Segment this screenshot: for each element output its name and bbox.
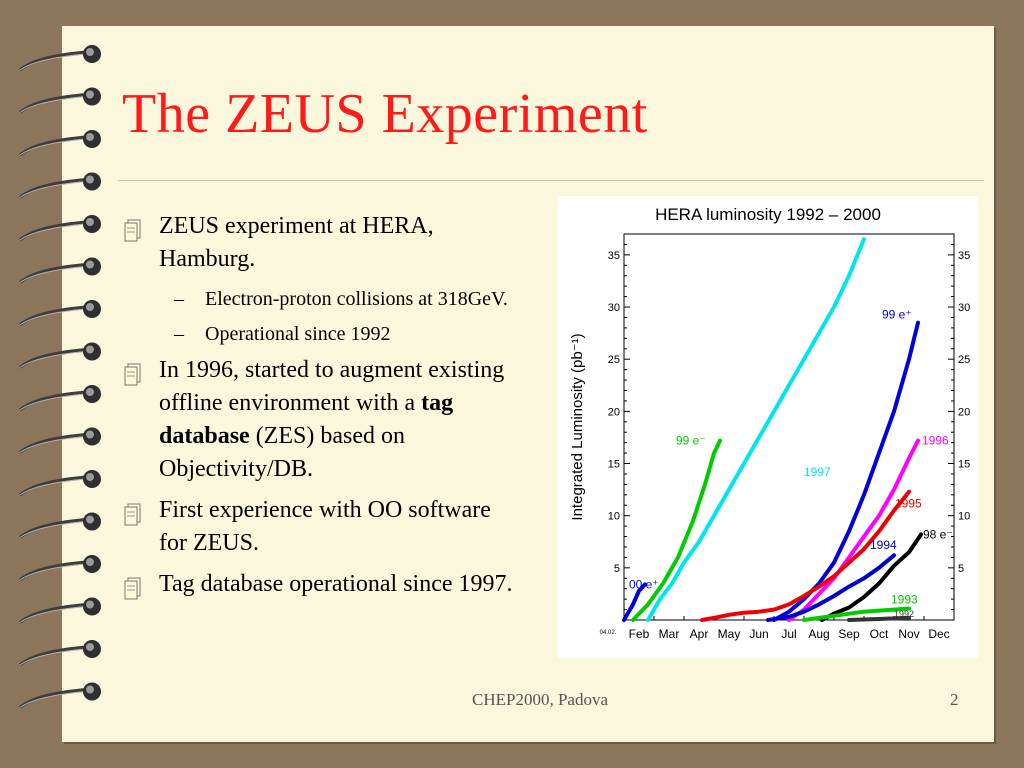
y-tick-label-right: 25 bbox=[958, 354, 970, 366]
y-tick-label-left: 30 bbox=[608, 302, 620, 314]
dash-marker: – bbox=[174, 288, 184, 310]
x-tick-label: Nov bbox=[898, 627, 919, 641]
series-label: 1994 bbox=[870, 538, 897, 552]
bullet-text-bold: tag database bbox=[159, 390, 454, 449]
binding-ring bbox=[19, 342, 101, 369]
y-axis-label: Integrated Luminosity (pb⁻¹) bbox=[569, 333, 586, 520]
y-tick-label-left: 5 bbox=[614, 563, 620, 575]
bullet-icon bbox=[124, 219, 141, 242]
y-tick-label-left: 15 bbox=[608, 459, 620, 471]
binding-ring bbox=[19, 470, 101, 497]
series-line bbox=[622, 582, 647, 622]
binding-ring bbox=[19, 87, 101, 114]
bullet-tag-database: In 1996, started to augment existing off… bbox=[122, 354, 522, 486]
x-tick-label: Oct bbox=[870, 627, 889, 641]
bullet-text: Tag database operational since 1997. bbox=[159, 571, 513, 597]
binding-ring bbox=[19, 555, 101, 582]
binding-ring bbox=[19, 172, 101, 199]
series-line bbox=[787, 438, 920, 622]
corner-label: 04.02. bbox=[600, 630, 617, 636]
bullet-zeus-experiment: ZEUS experiment at HERA, Hamburg. bbox=[122, 210, 522, 276]
series-label: 1992 bbox=[894, 609, 914, 619]
bullet-text-part: In 1996, started to augment existing off… bbox=[159, 357, 505, 416]
x-tick-label: Sep bbox=[838, 627, 860, 641]
binding-ring bbox=[19, 640, 101, 667]
x-tick-label: Apr bbox=[690, 627, 709, 641]
bullet-text: Operational since 1992 bbox=[205, 323, 391, 345]
y-tick-label-right: 10 bbox=[958, 511, 970, 523]
binding-ring bbox=[19, 215, 101, 242]
x-tick-label: Aug bbox=[808, 627, 829, 641]
x-tick-label: Dec bbox=[928, 627, 949, 641]
series-label: 1995 bbox=[895, 497, 922, 511]
bullet-text: Electron-proton collisions at 318GeV. bbox=[205, 288, 508, 310]
binding-ring bbox=[19, 130, 101, 157]
binding-ring bbox=[19, 45, 101, 72]
y-tick-label-left: 25 bbox=[608, 354, 620, 366]
bullet-icon bbox=[124, 503, 141, 526]
series-label: 99 e⁺ bbox=[882, 308, 912, 322]
sub-bullet-collisions: – Electron-proton collisions at 318GeV. bbox=[122, 284, 522, 315]
x-tick-label: Jul bbox=[781, 627, 796, 641]
series-line bbox=[820, 532, 923, 622]
title-divider bbox=[118, 180, 984, 181]
bullet-text: ZEUS experiment at HERA, Hamburg. bbox=[159, 213, 434, 272]
series-line bbox=[700, 489, 911, 622]
series-line bbox=[766, 553, 896, 622]
y-tick-label-right: 30 bbox=[958, 302, 970, 314]
series-label: 98 e⁻ bbox=[923, 527, 953, 541]
series-label: 1996 bbox=[922, 434, 949, 448]
page-number: 2 bbox=[950, 690, 959, 709]
series-label: 1993 bbox=[891, 592, 918, 606]
series-line bbox=[847, 615, 911, 622]
series-line bbox=[646, 237, 866, 622]
x-tick-label: Jun bbox=[749, 627, 768, 641]
binding-ring bbox=[19, 512, 101, 539]
bullet-text-part: (ZES) based on Objectivity/DB. bbox=[159, 423, 405, 482]
y-tick-label-left: 35 bbox=[608, 250, 620, 262]
series-line bbox=[772, 320, 920, 622]
spiral-binding bbox=[19, 45, 101, 709]
bullet-icon bbox=[124, 363, 141, 386]
binding-ring bbox=[19, 682, 101, 709]
binding-ring bbox=[19, 385, 101, 412]
y-tick-label-right: 35 bbox=[958, 250, 970, 262]
footer-text: CHEP2000, Padova bbox=[472, 690, 608, 709]
sub-bullet-operational: – Operational since 1992 bbox=[122, 319, 522, 350]
chart-svg: HERA luminosity 1992 – 2000 Integrated Lu… bbox=[569, 205, 970, 641]
luminosity-chart: HERA luminosity 1992 – 2000 Integrated Lu… bbox=[558, 196, 978, 658]
y-tick-label-left: 10 bbox=[608, 511, 620, 523]
y-tick-label-right: 15 bbox=[958, 459, 970, 471]
bullet-list: ZEUS experiment at HERA, Hamburg. – Elec… bbox=[122, 210, 522, 609]
chart-title: HERA luminosity 1992 – 2000 bbox=[655, 205, 881, 224]
series-label: 00 e⁺ bbox=[629, 578, 659, 592]
bullet-text: First experience with OO software for ZE… bbox=[159, 497, 491, 556]
x-tick-label: Mar bbox=[659, 627, 680, 641]
binding-ring bbox=[19, 257, 101, 284]
y-tick-label-right: 5 bbox=[958, 563, 964, 575]
dash-marker: – bbox=[174, 323, 184, 345]
series-label: 1997 bbox=[804, 465, 831, 479]
bullet-oo-software: First experience with OO software for ZE… bbox=[122, 494, 522, 560]
y-tick-label-left: 20 bbox=[608, 406, 620, 418]
series-line bbox=[631, 438, 722, 622]
binding-ring bbox=[19, 427, 101, 454]
y-tick-label-right: 20 bbox=[958, 406, 970, 418]
binding-ring bbox=[19, 300, 101, 327]
series-label: 99 e⁻ bbox=[676, 434, 706, 448]
slide-title: The ZEUS Experiment bbox=[122, 83, 648, 145]
x-tick-label: Feb bbox=[629, 627, 650, 641]
binding-ring bbox=[19, 597, 101, 624]
x-tick-label: May bbox=[718, 627, 741, 641]
bullet-icon bbox=[124, 577, 141, 600]
bullet-tag-operational: Tag database operational since 1997. bbox=[122, 568, 522, 601]
series-line bbox=[802, 606, 911, 622]
